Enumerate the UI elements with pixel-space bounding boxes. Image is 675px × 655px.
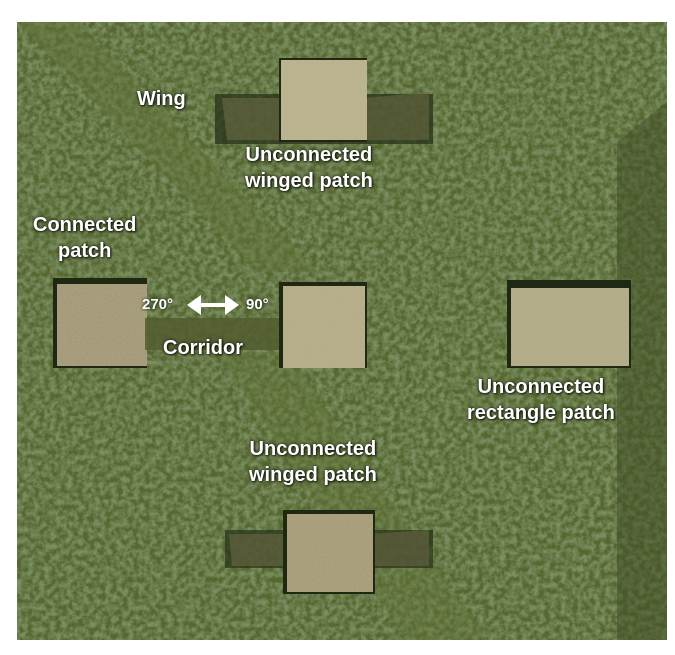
center-winged-patch [279,282,367,368]
wing-right [365,92,429,140]
label-line: Connected [33,214,137,236]
label-connected-patch: Connected patch [33,212,136,264]
rectangle-patch [507,280,631,368]
label-270-degrees: 270° [142,296,174,313]
label-unconnected-winged-patch-bottom: Unconnected winged patch [249,436,377,488]
label-line: Unconnected [245,144,373,166]
corridor-strip [145,318,283,350]
label-line: patch [58,240,112,262]
wing-left [229,534,287,566]
connected-patch [53,278,147,368]
label-line: winged patch [245,170,373,192]
label-line: winged patch [249,464,377,486]
label-unconnected-rectangle-patch: Unconnected rectangle patch [467,374,615,426]
double-headed-arrow-icon [187,295,239,315]
clearing [57,284,147,366]
forest-band [617,102,667,640]
label-unconnected-winged-patch-top: Unconnected winged patch [245,142,373,194]
clearing [511,288,629,366]
aerial-forest-scene [17,22,667,640]
label-line: Unconnected [477,376,605,398]
label-wing: Wing [137,88,186,110]
bottom-winged-patch [225,510,433,594]
wing-right [369,530,429,566]
label-line: Unconnected [249,438,377,460]
clearing [283,286,365,368]
aerial-photo: Wing Unconnected winged patch Connected … [17,22,667,640]
label-corridor: Corridor [163,337,243,359]
clearing [281,60,367,140]
label-line: rectangle patch [467,402,615,424]
clearing [287,514,373,592]
wing-left [222,98,279,140]
label-90-degrees: 90° [246,296,269,313]
forest-band [17,22,317,272]
top-winged-patch [215,58,433,144]
